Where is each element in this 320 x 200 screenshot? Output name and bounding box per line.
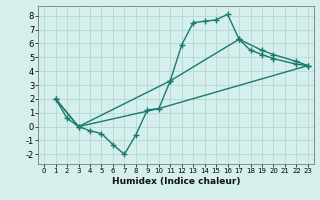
X-axis label: Humidex (Indice chaleur): Humidex (Indice chaleur) — [112, 177, 240, 186]
